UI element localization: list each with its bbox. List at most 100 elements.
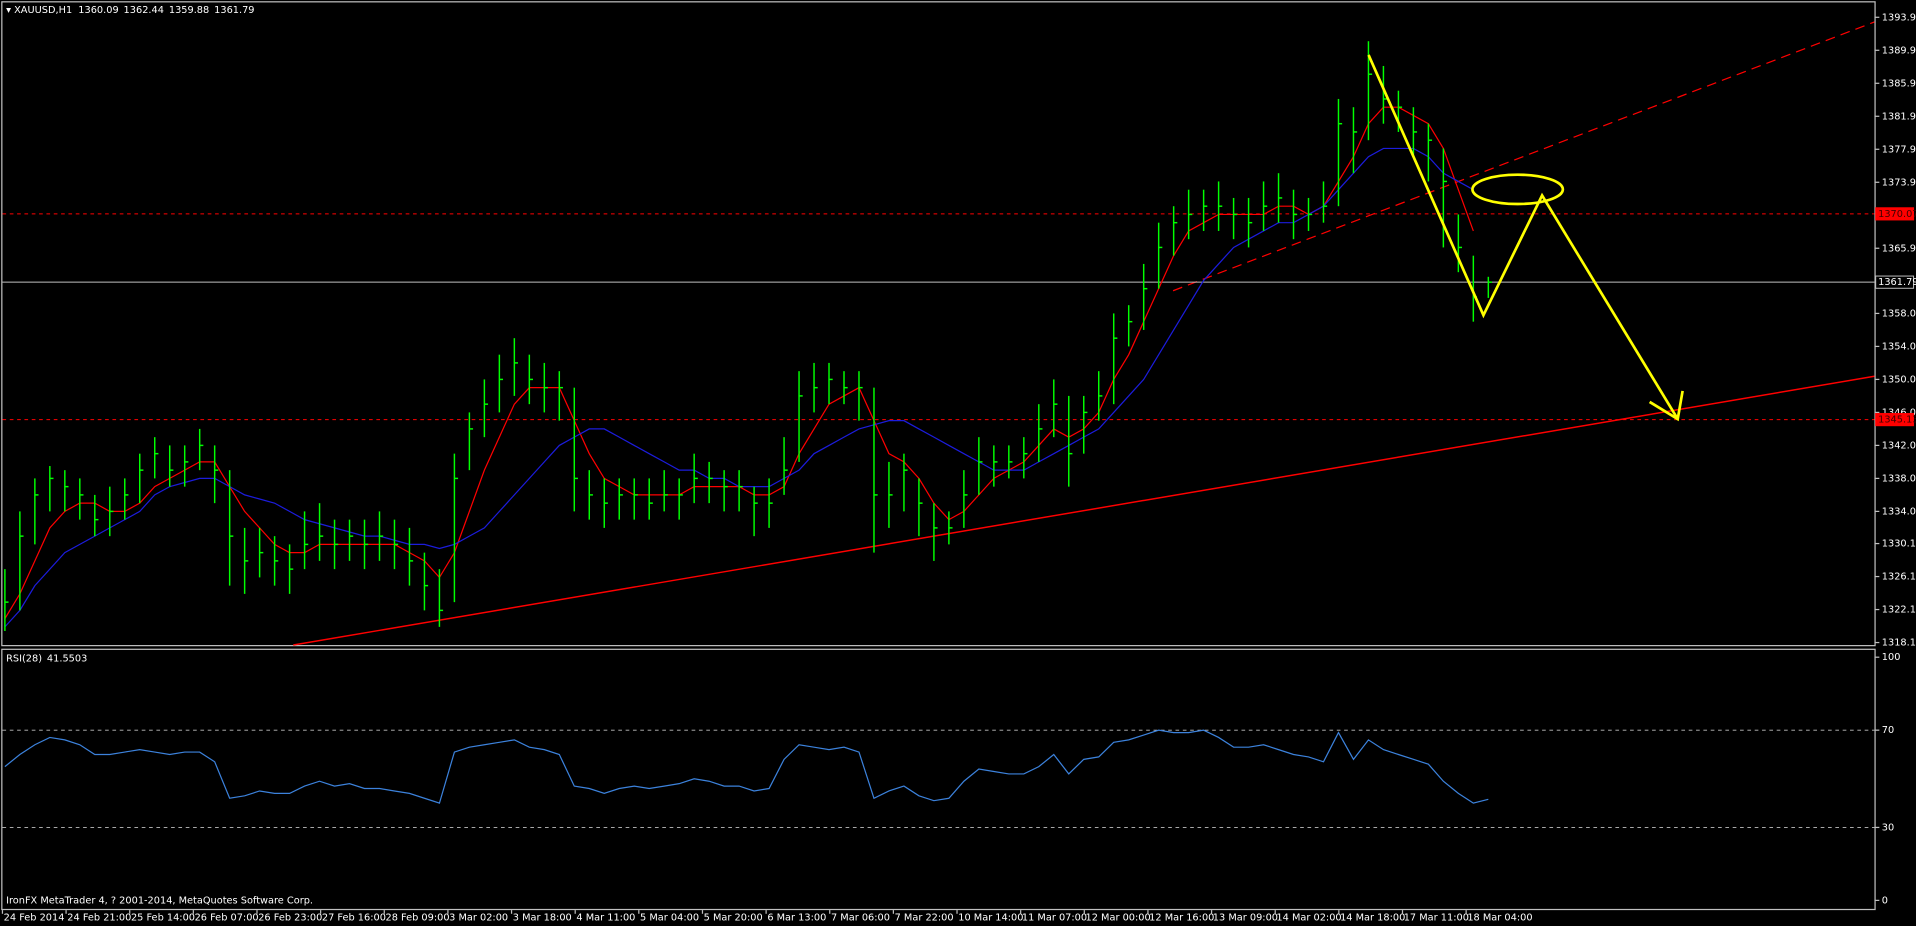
price-bar <box>978 437 983 495</box>
price-bar <box>19 511 24 611</box>
price-bar <box>273 536 279 586</box>
y-tick-label: 1365.90 <box>1882 243 1916 254</box>
price-bar <box>64 470 69 512</box>
x-tick-label: 14 Mar 02:00 <box>1276 912 1341 923</box>
price-bar <box>513 338 519 396</box>
x-tick-label: 27 Feb 16:00 <box>322 912 386 923</box>
price-bar <box>783 437 788 495</box>
y-tick-label: 1334.00 <box>1882 506 1916 517</box>
footer: IronFX MetaTrader 4, ? 2001-2014, MetaQu… <box>6 895 313 906</box>
low: 1359.88 <box>169 5 209 16</box>
price-bar <box>1083 395 1088 454</box>
y-tick-label: 1338.00 <box>1882 473 1916 484</box>
price-bar <box>1247 197 1253 248</box>
price-bar <box>873 387 878 553</box>
price-bar <box>303 511 309 570</box>
x-tick-label: 3 Mar 02:00 <box>449 912 508 923</box>
price-bar <box>1112 313 1118 405</box>
price-bar <box>1097 371 1103 421</box>
price-bar <box>168 445 174 487</box>
price-bar <box>438 569 444 627</box>
y-tick-label: 100 <box>1882 652 1901 663</box>
price-bar <box>153 437 159 479</box>
price-bar <box>1053 379 1058 438</box>
price-bar <box>603 478 608 528</box>
price-bar <box>633 478 638 520</box>
price-bar <box>183 445 189 487</box>
price-bar <box>528 354 533 405</box>
price-bar <box>243 527 249 594</box>
price-bar <box>1322 181 1328 223</box>
x-tick-label: 13 Mar 09:00 <box>1213 912 1278 923</box>
price-bar <box>1142 263 1148 330</box>
price-bar <box>1442 148 1448 248</box>
x-tick-label: 17 Mar 11:00 <box>1404 912 1469 923</box>
x-tick-label: 28 Feb 09:00 <box>385 912 449 923</box>
price-bar <box>348 519 354 561</box>
price-bar <box>109 486 114 537</box>
price-bar <box>1068 395 1073 487</box>
price-bar <box>1217 181 1223 231</box>
x-tick-label: 25 Feb 14:00 <box>131 912 195 923</box>
price-bar <box>1277 173 1283 223</box>
x-tick-label: 6 Mar 13:00 <box>767 912 826 923</box>
y-tick-label: 1358.00 <box>1882 308 1916 319</box>
price-bar <box>888 461 893 528</box>
price-bar <box>618 478 623 520</box>
price-bar <box>498 354 504 413</box>
price-bar <box>408 527 414 586</box>
price-bar <box>678 478 683 520</box>
price-bar <box>543 362 548 413</box>
y-tick-label: 1389.90 <box>1882 45 1916 56</box>
y-tick-label: 0 <box>1882 895 1888 906</box>
price-bar <box>363 519 369 570</box>
y-tick-label: 1393.90 <box>1882 12 1916 23</box>
y-tick-label: 70 <box>1882 725 1894 736</box>
x-tick-label: 7 Mar 22:00 <box>895 912 954 923</box>
price-bar <box>1427 123 1433 182</box>
x-tick-label: 3 Mar 18:00 <box>513 912 572 923</box>
price-bar <box>1232 197 1238 240</box>
annotations <box>1367 54 1684 422</box>
price-bar <box>94 494 99 537</box>
price-bar <box>1127 305 1133 347</box>
price-bar <box>1382 65 1388 124</box>
price-bar <box>1202 189 1208 231</box>
price-bar <box>453 453 459 603</box>
price-bar <box>483 379 489 438</box>
y-tick-label: 1350.00 <box>1882 374 1916 385</box>
rsi-last: 41.5503 <box>47 653 87 664</box>
x-tick-label: 11 Mar 07:00 <box>1022 912 1087 923</box>
high: 1362.44 <box>124 5 164 16</box>
y-tick-label: 1373.90 <box>1882 177 1916 188</box>
y-tick-label: 1322.10 <box>1882 605 1916 616</box>
price-bar <box>1412 107 1418 157</box>
price-bar <box>393 519 399 570</box>
x-tick-label: 26 Feb 23:00 <box>258 912 322 923</box>
trend-line-dashed <box>1172 21 1875 292</box>
x-tick-label: 5 Mar 20:00 <box>704 912 763 923</box>
symbol: XAUUSD,H1 <box>14 5 72 16</box>
x-tick-label: 24 Feb 21:00 <box>67 912 131 923</box>
y-tick-label: 1385.90 <box>1882 78 1916 89</box>
price-label-box <box>1875 412 1915 427</box>
price-bar <box>213 445 219 504</box>
x-tick-label: 5 Mar 04:00 <box>640 912 699 923</box>
x-tick-label: 14 Mar 18:00 <box>1340 912 1405 923</box>
price-bar <box>468 412 474 471</box>
price-bar <box>858 371 863 421</box>
rsi-panel <box>1 648 1876 911</box>
price-label: 1361.79 <box>1878 277 1916 288</box>
price-bar <box>49 466 54 512</box>
price-bar <box>1008 445 1013 479</box>
x-tick-label: 26 Feb 07:00 <box>195 912 259 923</box>
price-bar <box>768 478 773 528</box>
price-bar <box>723 470 728 512</box>
x-tick-label: 7 Mar 06:00 <box>831 912 890 923</box>
price-bar <box>708 461 713 504</box>
y-tick-label: 1326.10 <box>1882 572 1916 583</box>
price-bar <box>1157 222 1163 289</box>
y-tick-label: 1377.90 <box>1882 144 1916 155</box>
